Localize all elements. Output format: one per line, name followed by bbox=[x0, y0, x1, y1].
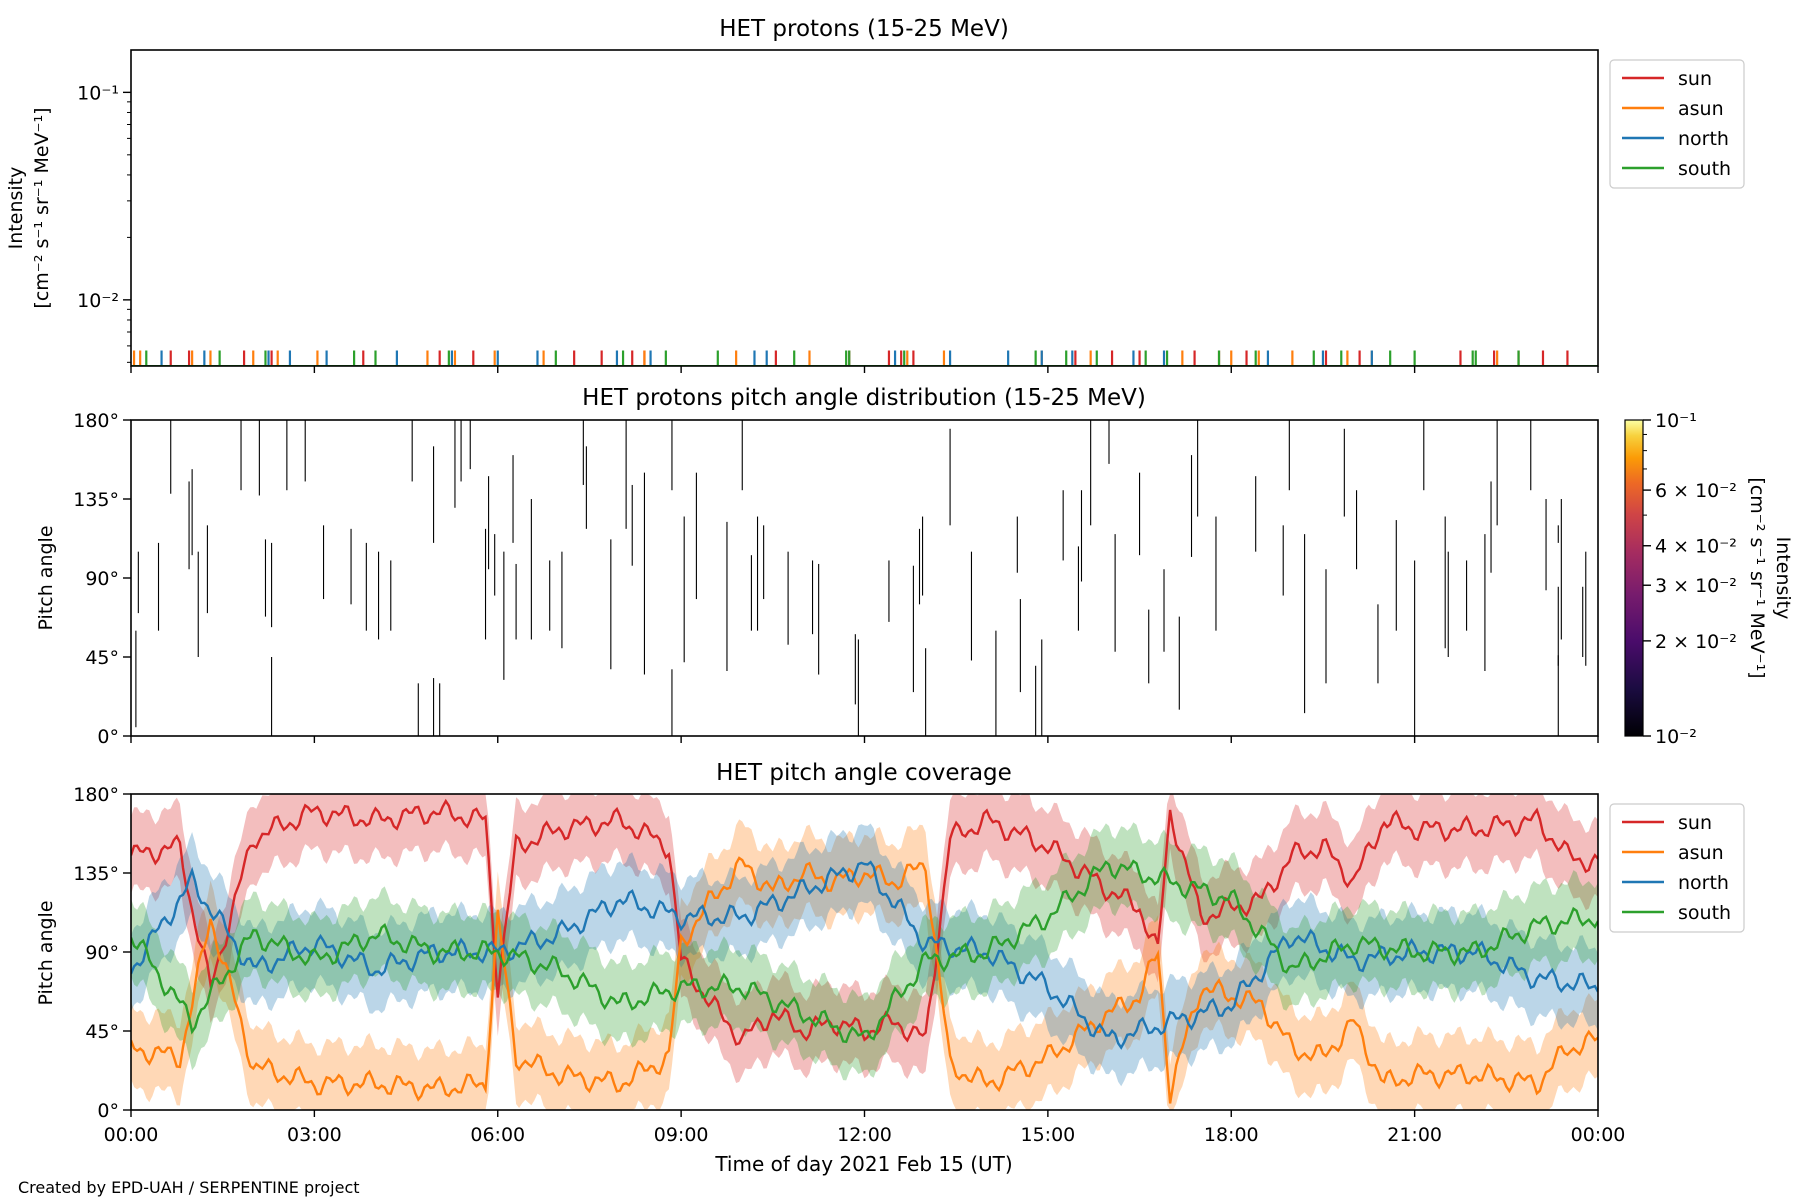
panel1-legend: sun asun north south bbox=[1609, 59, 1745, 189]
legend-north-label: north bbox=[1678, 872, 1729, 894]
panel1-title: HET protons (15-25 MeV) bbox=[719, 16, 1009, 42]
intensity-panel: HET protons (15-25 MeV) 10⁻² 10⁻¹ Intensi… bbox=[5, 16, 1745, 367]
colorbar-tick-label: 10⁻² bbox=[1655, 726, 1697, 748]
y-tick-label: 0° bbox=[97, 1100, 119, 1122]
y-tick-label: 180° bbox=[73, 784, 119, 806]
legend-asun-label: asun bbox=[1678, 98, 1724, 120]
panel2-y-ticks: 0° 45° 90° 135° 180° bbox=[73, 410, 131, 748]
sun-coverage-band bbox=[131, 794, 1598, 1083]
colorbar-label-line2: [cm⁻² s⁻¹ sr⁻¹ MeV⁻¹] bbox=[1746, 477, 1768, 678]
asun-coverage-line bbox=[131, 856, 1598, 1104]
panel2-plot-area bbox=[135, 420, 1587, 736]
north-coverage-band bbox=[131, 823, 1598, 1087]
x-tick-label: 18:00 bbox=[1204, 1124, 1259, 1146]
legend-box bbox=[1609, 803, 1745, 933]
y-tick-label: 135° bbox=[73, 863, 119, 885]
south-coverage-band bbox=[131, 822, 1598, 1081]
colorbar-tick-label: 6 × 10⁻² bbox=[1655, 480, 1737, 502]
panel1-frame bbox=[130, 49, 1599, 367]
x-tick-label: 12:00 bbox=[837, 1124, 892, 1146]
x-axis-ticks: 00:00 03:00 06:00 09:00 12:00 15:00 18:00 21:00… bbox=[104, 366, 1626, 1146]
panel1-y-ticks: 10⁻² 10⁻¹ bbox=[77, 82, 131, 363]
panel3-ylabel: Pitch angle bbox=[35, 900, 57, 1005]
x-tick-label: 03:00 bbox=[287, 1124, 342, 1146]
north-coverage-line bbox=[131, 860, 1598, 1050]
colorbar-tick-label: 3 × 10⁻² bbox=[1655, 575, 1737, 597]
panel1-ylabel-line2: [cm⁻² s⁻¹ sr⁻¹ MeV⁻¹] bbox=[31, 107, 53, 308]
footer-credit: Created by EPD-UAH / SERPENTINE project bbox=[18, 1178, 360, 1197]
x-tick-label: 06:00 bbox=[470, 1124, 525, 1146]
panel3-title: HET pitch angle coverage bbox=[716, 760, 1012, 786]
y-tick-label: 10⁻² bbox=[77, 290, 119, 312]
panel2-title: HET protons pitch angle distribution (15… bbox=[582, 385, 1146, 411]
x-tick-label: 00:00 bbox=[1571, 1124, 1626, 1146]
colorbar-label-line1: Intensity bbox=[1772, 537, 1794, 620]
colorbar-tick-label: 10⁻¹ bbox=[1655, 410, 1697, 432]
x-tick-label: 09:00 bbox=[654, 1124, 709, 1146]
legend-box bbox=[1609, 59, 1745, 189]
panel1-ylabel: Intensity [cm⁻² s⁻¹ sr⁻¹ MeV⁻¹] bbox=[5, 107, 53, 308]
panel3-legend: sun asun north south bbox=[1609, 803, 1745, 933]
asun-coverage-band bbox=[131, 819, 1598, 1110]
x-tick-label: 15:00 bbox=[1020, 1124, 1075, 1146]
y-tick-label: 90° bbox=[85, 942, 119, 964]
panel1-ylabel-line1: Intensity bbox=[5, 167, 27, 250]
legend-sun-label: sun bbox=[1678, 812, 1712, 834]
y-tick-label: 45° bbox=[85, 647, 119, 669]
colorbar-tick-label: 2 × 10⁻² bbox=[1655, 631, 1737, 653]
panel3-plot-area bbox=[131, 794, 1598, 1110]
colorbar: 10⁻² 2 × 10⁻² 3 × 10⁻² 4 × 10⁻² 6 × 10⁻² 10⁻¹… bbox=[1624, 410, 1794, 748]
y-tick-label: 0° bbox=[97, 726, 119, 748]
legend-asun-label: asun bbox=[1678, 842, 1724, 864]
south-coverage-line bbox=[131, 859, 1598, 1044]
panel2-ylabel: Pitch angle bbox=[35, 525, 57, 630]
y-tick-label: 180° bbox=[73, 410, 119, 432]
legend-sun-label: sun bbox=[1678, 68, 1712, 90]
x-tick-label: 00:00 bbox=[104, 1124, 159, 1146]
y-tick-label: 90° bbox=[85, 568, 119, 590]
legend-north-label: north bbox=[1678, 128, 1729, 150]
x-tick-label: 21:00 bbox=[1387, 1124, 1442, 1146]
colorbar-tick-label: 4 × 10⁻² bbox=[1655, 536, 1737, 558]
sun-coverage-line bbox=[131, 798, 1598, 1046]
panel1-plot-area bbox=[131, 350, 1598, 366]
colorbar-gradient bbox=[1624, 419, 1644, 737]
x-axis-label: Time of day 2021 Feb 15 (UT) bbox=[714, 1152, 1012, 1176]
colorbar-ticks: 10⁻² 2 × 10⁻² 3 × 10⁻² 4 × 10⁻² 6 × 10⁻² 10⁻¹ bbox=[1643, 410, 1737, 748]
panel3-y-ticks: 0° 45° 90° 135° 180° bbox=[73, 784, 131, 1122]
legend-south-label: south bbox=[1678, 158, 1731, 180]
pitch-angle-coverage-panel: HET pitch angle coverage 0° 45° 90° 135° 180… bbox=[35, 760, 1745, 1122]
y-tick-label: 135° bbox=[73, 489, 119, 511]
legend-south-label: south bbox=[1678, 902, 1731, 924]
pitch-angle-distribution-panel: HET protons pitch angle distribution (15… bbox=[35, 385, 1794, 748]
y-tick-label: 10⁻¹ bbox=[77, 82, 119, 104]
y-tick-label: 45° bbox=[85, 1021, 119, 1043]
colorbar-label: Intensity [cm⁻² s⁻¹ sr⁻¹ MeV⁻¹] bbox=[1746, 477, 1794, 678]
